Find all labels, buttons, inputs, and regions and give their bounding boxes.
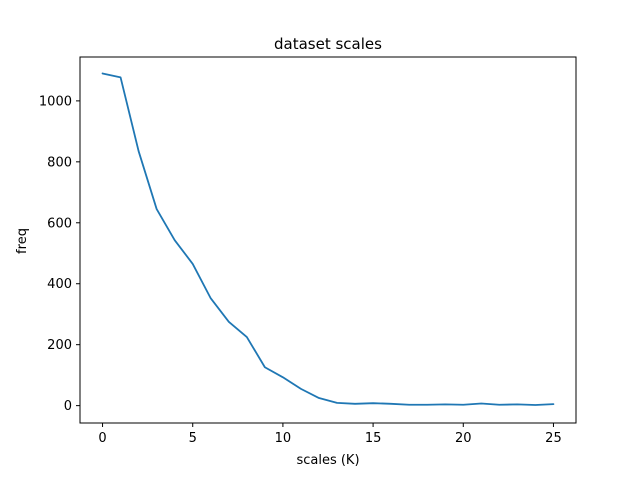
plot-area xyxy=(101,72,555,406)
y-tick-label: 1000 xyxy=(39,94,72,109)
x-axis-label: scales (K) xyxy=(296,453,359,468)
y-tick-label: 800 xyxy=(47,155,72,170)
x-axis: 0 5 10 15 20 25 xyxy=(98,423,562,446)
chart-title: dataset scales xyxy=(274,35,382,53)
y-tick-label: 600 xyxy=(47,216,72,231)
plot-frame xyxy=(79,56,577,424)
y-tick-label: 400 xyxy=(47,277,72,292)
x-tick-label: 0 xyxy=(98,431,106,446)
x-tick-label: 15 xyxy=(365,431,382,446)
x-tick-label: 5 xyxy=(189,431,197,446)
y-axis: 0 200 400 600 800 1000 xyxy=(39,94,80,414)
series-line-0 xyxy=(101,72,555,406)
x-tick-label: 25 xyxy=(545,431,562,446)
y-tick-label: 200 xyxy=(47,338,72,353)
x-tick-label: 20 xyxy=(455,431,472,446)
x-tick-label: 10 xyxy=(275,431,292,446)
y-tick-label: 0 xyxy=(64,399,72,414)
y-axis-label: freq xyxy=(15,228,30,254)
